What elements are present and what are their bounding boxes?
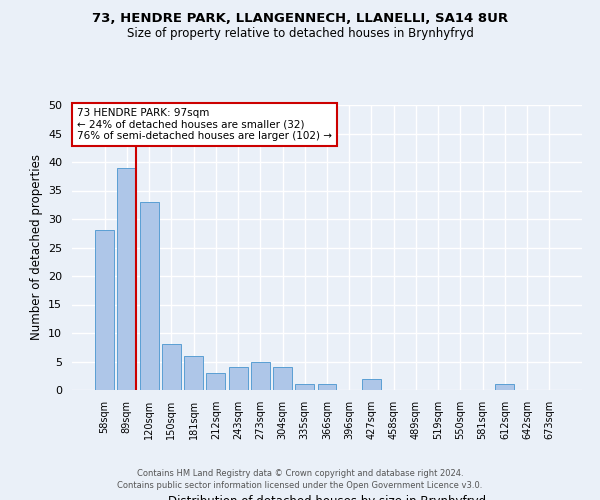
Bar [496, 384, 514, 390]
Bar [273, 367, 292, 390]
Bar [118, 168, 136, 390]
Bar [162, 344, 181, 390]
X-axis label: Distribution of detached houses by size in Brynhyfryd: Distribution of detached houses by size … [168, 494, 486, 500]
Text: Contains HM Land Registry data © Crown copyright and database right 2024.: Contains HM Land Registry data © Crown c… [137, 468, 463, 477]
Bar [251, 362, 270, 390]
Bar [295, 384, 314, 390]
Bar [184, 356, 203, 390]
Text: Contains public sector information licensed under the Open Government Licence v3: Contains public sector information licen… [118, 481, 482, 490]
Text: 73 HENDRE PARK: 97sqm
← 24% of detached houses are smaller (32)
76% of semi-deta: 73 HENDRE PARK: 97sqm ← 24% of detached … [77, 108, 332, 141]
Bar [317, 384, 337, 390]
Bar [95, 230, 114, 390]
Text: 73, HENDRE PARK, LLANGENNECH, LLANELLI, SA14 8UR: 73, HENDRE PARK, LLANGENNECH, LLANELLI, … [92, 12, 508, 26]
Bar [229, 367, 248, 390]
Y-axis label: Number of detached properties: Number of detached properties [29, 154, 43, 340]
Bar [206, 373, 225, 390]
Bar [140, 202, 158, 390]
Bar [362, 378, 381, 390]
Text: Size of property relative to detached houses in Brynhyfryd: Size of property relative to detached ho… [127, 28, 473, 40]
